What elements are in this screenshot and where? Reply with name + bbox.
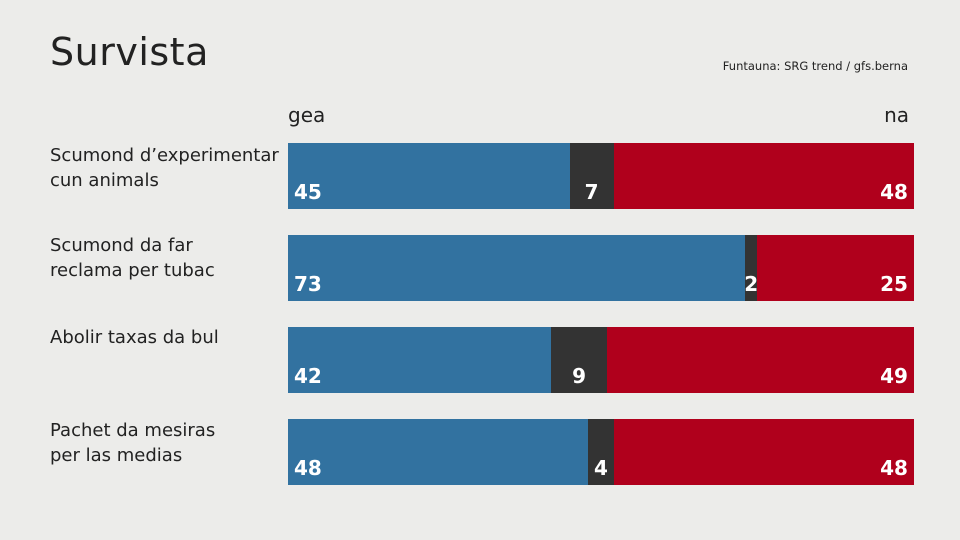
bar-row: 45 7 48	[288, 143, 914, 209]
data-label: 9	[572, 364, 587, 388]
category-label-line: Pachet da mesiras	[50, 420, 216, 441]
bar-segment-yes: 45	[288, 143, 570, 209]
data-label: 25	[880, 272, 908, 296]
source-note: Funtauna: SRG trend / gfs.berna	[722, 59, 908, 73]
data-label: 45	[294, 180, 322, 204]
bar-segment-yes: 48	[288, 419, 589, 485]
data-label: 73	[294, 272, 322, 296]
column-label-yes: gea	[288, 103, 326, 127]
bar-segment-undecided: 2	[744, 235, 759, 301]
bar-segment-no: 25	[757, 235, 914, 301]
data-label: 4	[594, 456, 608, 480]
bar-segment-undecided: 4	[588, 419, 614, 485]
bar-segment-yes: 73	[288, 235, 745, 301]
data-label: 7	[584, 180, 599, 204]
bar-segment-yes: 42	[288, 327, 551, 393]
category-label-line: Scumond da far	[50, 235, 193, 256]
data-label: 48	[294, 456, 322, 480]
category-label: Pachet da mesiras per las medias	[50, 418, 282, 468]
category-label-line: reclama per tubac	[50, 260, 215, 281]
bar-segment-undecided: 7	[569, 143, 614, 209]
bar-segment-no: 48	[613, 419, 914, 485]
column-label-no: na	[884, 103, 909, 127]
category-label-line: Abolir taxas da bul	[50, 327, 219, 348]
category-label-line: Scumond d’experimentar	[50, 145, 279, 166]
data-label: 48	[880, 180, 908, 204]
bar-row: 42 9 49	[288, 327, 914, 393]
data-label: 48	[880, 456, 908, 480]
chart-title: Survista	[50, 30, 209, 74]
category-label: Abolir taxas da bul	[50, 325, 282, 350]
data-label: 2	[744, 272, 759, 296]
category-label: Scumond da far reclama per tubac	[50, 233, 282, 283]
bar-row: 48 4 48	[288, 419, 914, 485]
category-label-line: per las medias	[50, 445, 183, 466]
bar-segment-no: 48	[613, 143, 914, 209]
data-label: 49	[880, 364, 908, 388]
bar-segment-no: 49	[607, 327, 914, 393]
category-label: Scumond d’experimentar cun animals	[50, 143, 282, 193]
category-label-line: cun animals	[50, 170, 159, 191]
bar-row: 73 2 25	[288, 235, 914, 301]
bar-segment-undecided: 9	[550, 327, 608, 393]
data-label: 42	[294, 364, 322, 388]
